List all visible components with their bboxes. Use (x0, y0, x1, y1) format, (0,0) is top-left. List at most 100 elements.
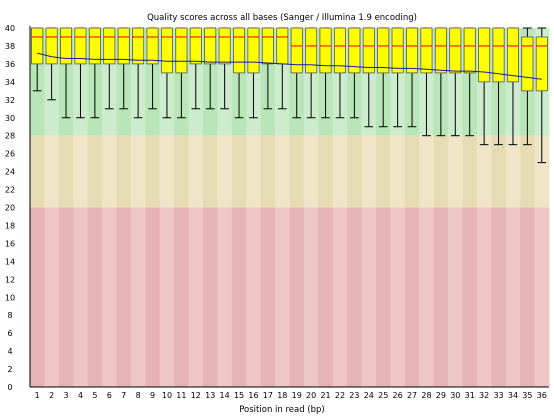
band-2-col-30 (448, 207, 463, 387)
band-2-col-18 (275, 207, 290, 387)
box-position-17 (261, 27, 274, 65)
x-tick-33: 33 (493, 391, 503, 400)
x-tick-14: 14 (220, 391, 230, 400)
box-position-24 (362, 27, 375, 74)
box-position-6 (103, 27, 116, 65)
box-position-26 (391, 27, 404, 74)
band-2-col-20 (303, 207, 319, 387)
band-1-col-22 (332, 135, 348, 208)
box-position-35 (521, 36, 534, 92)
box-position-3 (60, 27, 73, 65)
band-1-col-29 (433, 135, 449, 208)
x-tick-11: 11 (176, 391, 186, 400)
band-1-col-28 (419, 135, 435, 208)
x-tick-3: 3 (63, 391, 68, 400)
y-tick-20: 20 (5, 204, 15, 213)
y-tick-8: 8 (7, 311, 12, 320)
band-2-col-4 (73, 207, 89, 387)
box-position-23 (348, 27, 361, 74)
band-1-col-33 (491, 135, 507, 208)
band-2-col-36 (534, 207, 550, 387)
band-2-col-9 (145, 207, 161, 387)
band-2-col-17 (260, 207, 276, 387)
box-position-15 (233, 27, 246, 74)
box-position-33 (492, 27, 505, 83)
band-2-col-8 (130, 207, 146, 387)
box-position-30 (449, 27, 462, 74)
band-1-col-13 (203, 135, 218, 208)
x-tick-35: 35 (522, 391, 532, 400)
band-2-col-32 (476, 207, 492, 387)
y-tick-38: 38 (5, 42, 15, 51)
x-tick-15: 15 (234, 391, 244, 400)
band-2-col-28 (419, 207, 435, 387)
box-position-11 (175, 27, 188, 74)
y-tick-34: 34 (5, 78, 15, 87)
band-2-col-26 (390, 207, 406, 387)
x-tick-8: 8 (136, 391, 141, 400)
y-tick-6: 6 (7, 329, 12, 338)
medians-group (31, 36, 548, 47)
box-position-28 (420, 27, 433, 74)
box-position-10 (160, 27, 173, 74)
x-tick-30: 30 (450, 391, 460, 400)
band-1-col-26 (390, 135, 406, 208)
x-tick-18: 18 (277, 391, 287, 400)
y-tick-26: 26 (5, 150, 15, 159)
y-tick-28: 28 (5, 132, 15, 141)
box-position-13 (204, 27, 217, 65)
x-tick-9: 9 (150, 391, 155, 400)
x-tick-36: 36 (537, 391, 547, 400)
band-2-col-33 (491, 207, 507, 387)
band-1-col-1 (30, 135, 45, 208)
box-position-8 (132, 27, 145, 65)
y-tick-24: 24 (5, 168, 15, 177)
box-position-16 (247, 27, 260, 74)
band-2-col-21 (318, 207, 334, 387)
band-1-col-9 (145, 135, 161, 208)
band-1-col-15 (231, 135, 247, 208)
x-tick-19: 19 (292, 391, 302, 400)
box-position-34 (506, 27, 519, 83)
band-1-col-16 (246, 135, 262, 208)
band-2-col-6 (102, 207, 117, 387)
chart-title: Quality scores across all bases (Sanger … (147, 13, 417, 23)
x-tick-1: 1 (35, 391, 40, 400)
y-tick-14: 14 (5, 257, 15, 266)
y-tick-40: 40 (5, 24, 15, 33)
box-position-20 (305, 27, 318, 74)
band-1-col-3 (58, 135, 74, 208)
band-1-col-17 (260, 135, 276, 208)
band-1-col-14 (217, 135, 233, 208)
y-tick-36: 36 (5, 60, 15, 69)
band-2-col-22 (332, 207, 348, 387)
x-tick-32: 32 (479, 391, 489, 400)
x-tick-23: 23 (349, 391, 359, 400)
x-tick-31: 31 (465, 391, 475, 400)
band-1-col-18 (275, 135, 290, 208)
band-2-col-34 (505, 207, 521, 387)
x-tick-4: 4 (78, 391, 83, 400)
y-tick-16: 16 (5, 239, 15, 248)
box-position-4 (74, 27, 87, 65)
x-tick-22: 22 (335, 391, 345, 400)
band-1-col-5 (87, 135, 103, 208)
band-1-col-35 (520, 135, 536, 208)
band-2-col-16 (246, 207, 262, 387)
band-1-col-24 (361, 135, 377, 208)
band-2-col-2 (44, 207, 60, 387)
band-1-col-12 (188, 135, 204, 208)
y-tick-12: 12 (5, 275, 15, 284)
band-1-col-8 (130, 135, 146, 208)
band-1-col-7 (116, 135, 132, 208)
x-tick-27: 27 (407, 391, 417, 400)
box-position-22 (333, 27, 346, 74)
band-2-col-25 (376, 207, 391, 387)
box-position-29 (434, 27, 447, 74)
x-tick-12: 12 (191, 391, 201, 400)
band-2-col-27 (404, 207, 420, 387)
y-tick-4: 4 (7, 347, 12, 356)
x-tick-26: 26 (393, 391, 403, 400)
box-position-19 (290, 27, 303, 74)
